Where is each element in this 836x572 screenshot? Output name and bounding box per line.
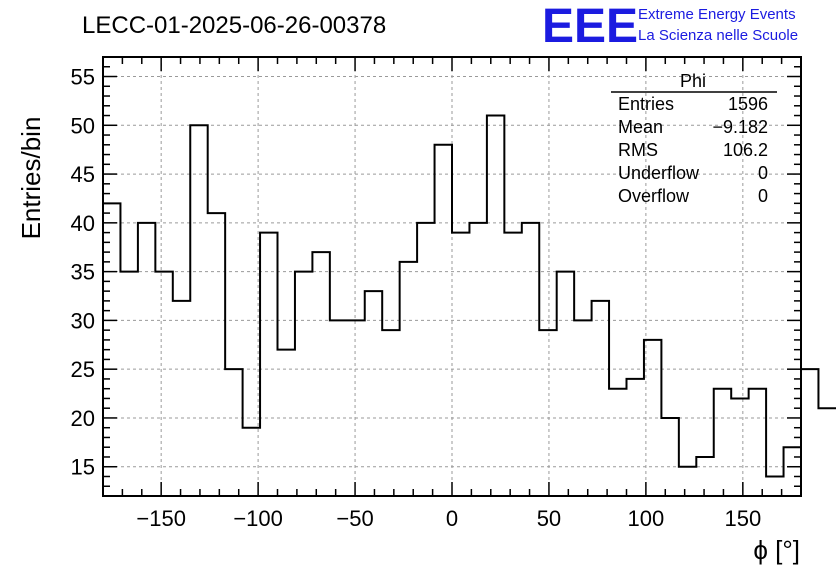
stats-label: RMS	[618, 140, 658, 160]
x-tick-label: −150	[136, 506, 186, 531]
y-tick-label: 25	[71, 357, 95, 382]
logo-line-1: Extreme Energy Events	[638, 6, 796, 23]
chart-title: LECC-01-2025-06-26-00378	[82, 12, 386, 39]
stats-label: Underflow	[618, 163, 700, 183]
stats-rows: Entries 1596 Mean −9.182 RMS 106.2 Underflow 0 O…	[618, 94, 768, 206]
x-axis-title: ϕ [°]	[753, 535, 800, 565]
y-tick-label: 30	[71, 308, 95, 333]
stats-value: 106.2	[723, 140, 768, 160]
y-tick-label: 50	[71, 113, 95, 138]
stats-value: 1596	[728, 94, 768, 114]
y-tick-label: 35	[71, 260, 95, 285]
stats-label: Overflow	[618, 186, 690, 206]
x-tick-label: −50	[336, 506, 373, 531]
x-tick-label: 0	[446, 506, 458, 531]
x-tick-label: 100	[628, 506, 665, 531]
stats-label: Mean	[618, 117, 663, 137]
eee-logo: EEE Extreme Energy Events La Scienza nel…	[542, 0, 798, 53]
y-axis-title: Entries/bin	[16, 117, 46, 240]
x-tick-label: −100	[233, 506, 283, 531]
y-tick-label: 40	[71, 211, 95, 236]
logo-mark: EEE	[542, 0, 638, 53]
y-tick-label: 20	[71, 406, 95, 431]
stats-value: 0	[758, 186, 768, 206]
y-tick-label: 45	[71, 162, 95, 187]
stats-label: Entries	[618, 94, 674, 114]
logo-line-2: La Scienza nelle Scuole	[638, 27, 798, 44]
x-tick-label: 50	[537, 506, 561, 531]
stats-box: Phi Entries 1596 Mean −9.182 RMS 106.2 Underfl…	[611, 71, 777, 206]
stats-box-title: Phi	[680, 71, 706, 91]
stats-value: 0	[758, 163, 768, 183]
x-tick-label: 150	[724, 506, 761, 531]
y-tick-label: 15	[71, 455, 95, 480]
stats-value: −9.182	[712, 117, 768, 137]
histogram-layer	[103, 114, 836, 478]
tick-layer: −150 −100 −50 0 50 100 150 15 20 25 30 35 40 45 50 55	[71, 56, 801, 531]
y-tick-label: 55	[71, 65, 95, 90]
histogram-outline	[103, 114, 836, 478]
